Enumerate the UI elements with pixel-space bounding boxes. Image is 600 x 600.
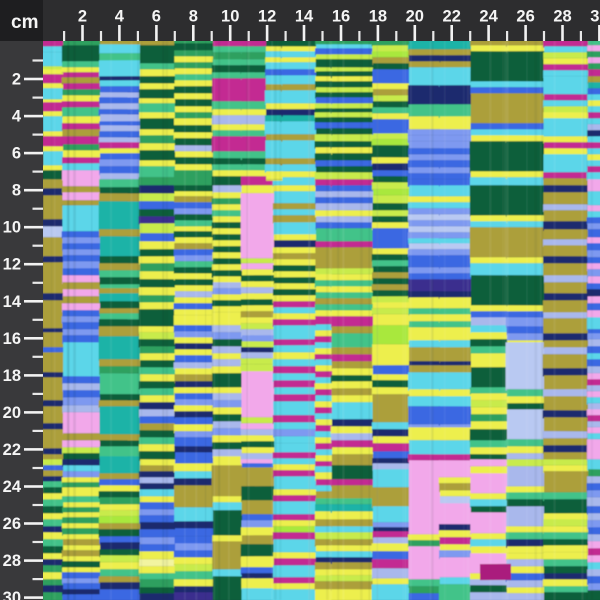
svg-text:4: 4 <box>115 8 125 26</box>
svg-text:cm: cm <box>11 12 38 33</box>
svg-text:22: 22 <box>3 441 21 459</box>
svg-text:14: 14 <box>3 293 22 311</box>
svg-text:28: 28 <box>3 552 21 570</box>
svg-text:8: 8 <box>189 8 198 26</box>
svg-text:2: 2 <box>12 71 21 89</box>
svg-text:20: 20 <box>3 404 21 422</box>
svg-text:22: 22 <box>443 8 461 26</box>
svg-text:20: 20 <box>406 8 424 26</box>
svg-text:30: 30 <box>3 589 21 600</box>
svg-text:12: 12 <box>258 8 276 26</box>
svg-text:18: 18 <box>369 8 387 26</box>
svg-text:24: 24 <box>479 8 498 26</box>
svg-text:26: 26 <box>516 8 534 26</box>
svg-text:6: 6 <box>12 145 21 163</box>
svg-text:16: 16 <box>3 330 21 348</box>
svg-text:14: 14 <box>295 8 314 26</box>
svg-text:26: 26 <box>3 515 21 533</box>
svg-text:10: 10 <box>3 219 21 237</box>
svg-text:10: 10 <box>221 8 239 26</box>
svg-text:6: 6 <box>152 8 161 26</box>
svg-text:8: 8 <box>12 182 21 200</box>
svg-text:12: 12 <box>3 256 21 274</box>
svg-text:18: 18 <box>3 367 21 385</box>
svg-text:16: 16 <box>332 8 350 26</box>
svg-text:28: 28 <box>553 8 571 26</box>
svg-text:2: 2 <box>78 8 87 26</box>
svg-text:24: 24 <box>3 478 22 496</box>
svg-text:4: 4 <box>12 108 22 126</box>
svg-text:30: 30 <box>590 8 600 26</box>
